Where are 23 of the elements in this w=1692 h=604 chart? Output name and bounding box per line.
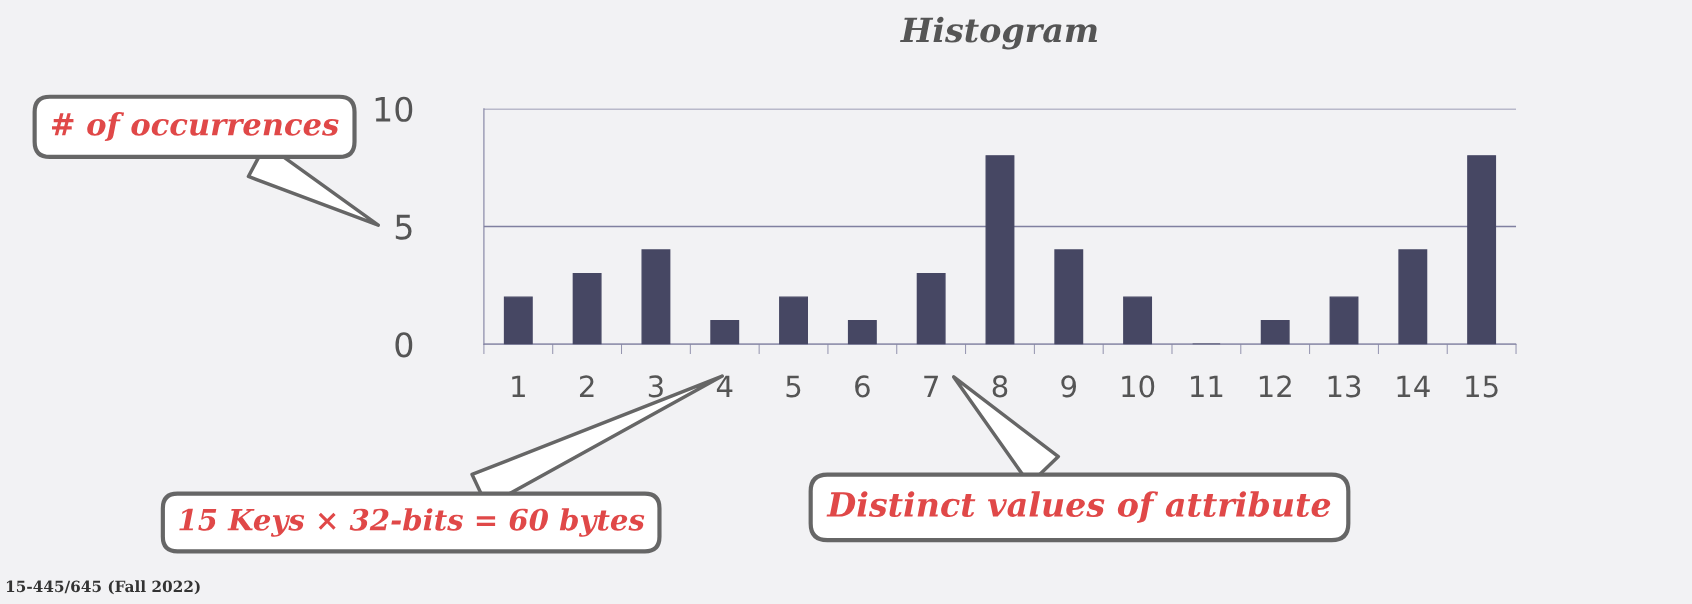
y-tick-label: 0 <box>395 332 413 358</box>
x-tick-label: 12 <box>1259 375 1291 397</box>
x-tick-label: 10 <box>1122 375 1155 398</box>
x-tick-label: 11 <box>1191 375 1223 397</box>
y-tick-label: 10 <box>375 96 413 122</box>
x-tick-label: 2 <box>579 375 594 397</box>
x-tick-label: 8 <box>992 375 1008 398</box>
chart-title: Histogram <box>900 16 1097 50</box>
x-tick-label: 3 <box>648 375 663 398</box>
x-tick-label: 15 <box>1466 375 1498 398</box>
y-tick-label: 5 <box>395 214 412 240</box>
x-tick-label: 5 <box>786 375 801 398</box>
x-tick-label: 9 <box>1061 375 1077 398</box>
x-tick-label: 13 <box>1328 375 1361 398</box>
x-tick-label: 6 <box>855 375 870 398</box>
x-tick-label: 4 <box>716 375 733 397</box>
x-tick-label: 1 <box>512 375 525 397</box>
text: 15-445/645 (Fall 2022) <box>6 580 200 595</box>
x-tick-label: 7 <box>924 375 938 397</box>
text: Distinct values of attribute <box>826 491 1331 523</box>
text: 15 Keys × 32-bits = 60 bytes <box>179 508 645 537</box>
text: # of occurrences <box>52 112 339 142</box>
x-tick-label: 14 <box>1397 375 1430 397</box>
